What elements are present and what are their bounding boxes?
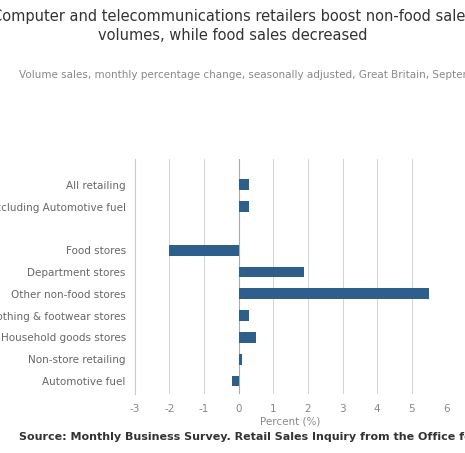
- Bar: [239, 354, 242, 365]
- Text: Volume sales, monthly percentage change, seasonally adjusted, Great Britain, Sep: Volume sales, monthly percentage change,…: [19, 70, 465, 80]
- Bar: [232, 376, 239, 386]
- Text: Source: Monthly Business Survey. Retail Sales Inquiry from the Office for Nation: Source: Monthly Business Survey. Retail …: [19, 432, 465, 442]
- Bar: [239, 332, 256, 343]
- Bar: [239, 310, 249, 321]
- Bar: [239, 201, 249, 212]
- Bar: [169, 245, 239, 255]
- Bar: [239, 288, 429, 299]
- Bar: [239, 179, 249, 190]
- X-axis label: Percent (%): Percent (%): [260, 417, 321, 427]
- Bar: [239, 266, 305, 277]
- Text: Computer and telecommunications retailers boost non-food sales
volumes, while fo: Computer and telecommunications retailer…: [0, 9, 465, 43]
